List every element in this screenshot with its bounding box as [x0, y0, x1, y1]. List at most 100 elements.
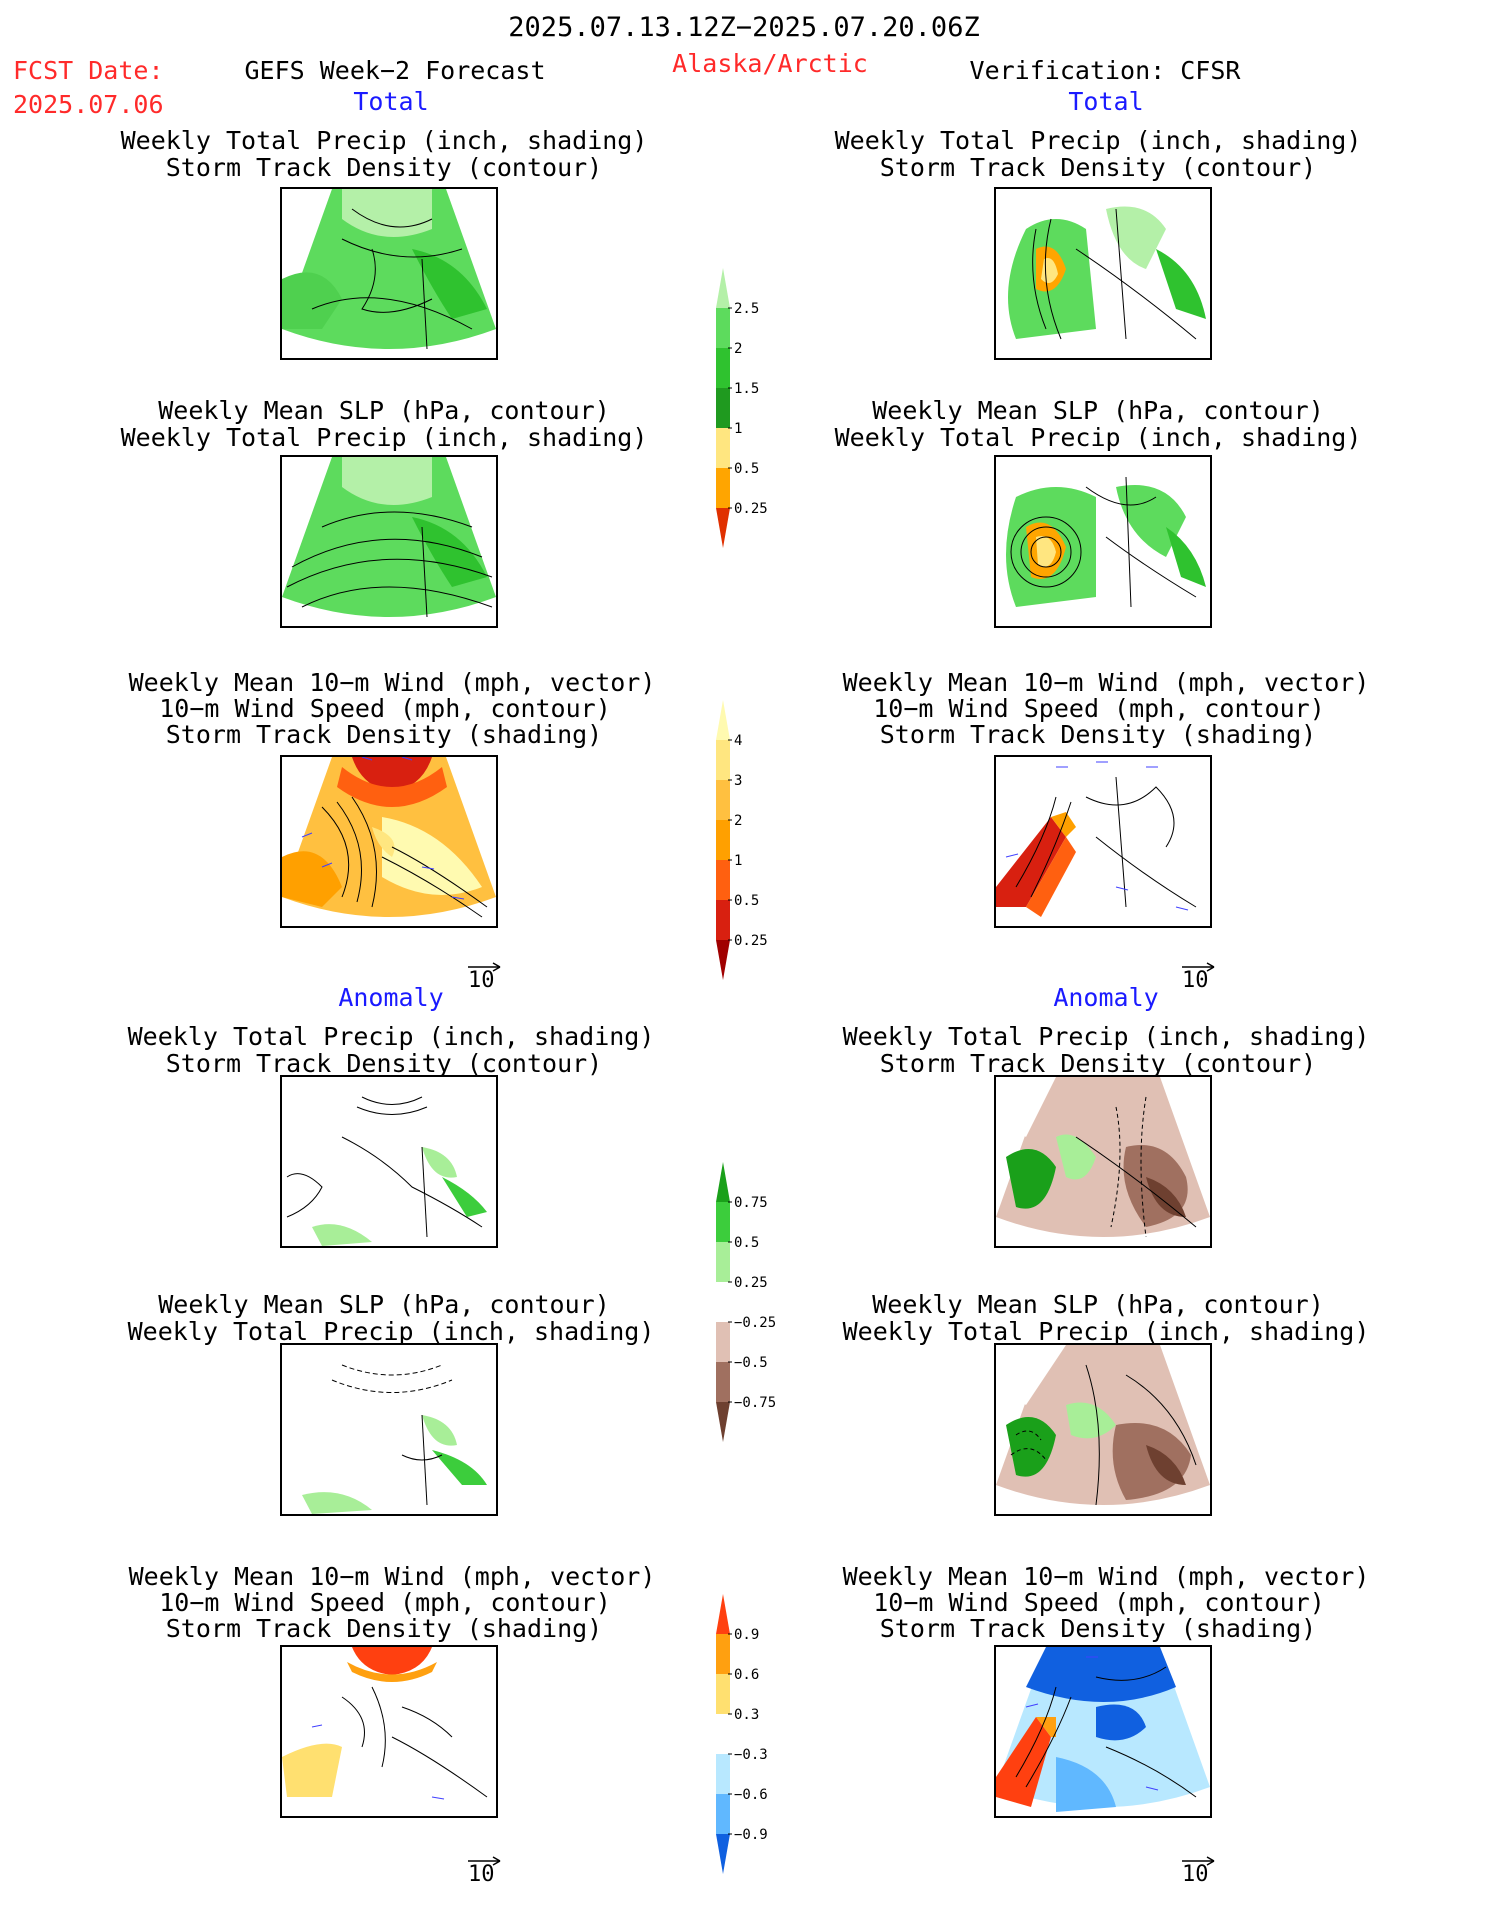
fcst-date-value: 2025.07.06 — [13, 90, 164, 119]
title-r4-right-2: Storm Track Density (contour) — [879, 1049, 1317, 1078]
title-r6-left-1: Weekly Mean 10−m Wind (mph, vector) — [128, 1562, 656, 1591]
title-r3-right-3: Storm Track Density (shading) — [879, 720, 1317, 749]
colorbar-swatch — [716, 1402, 730, 1442]
colorbar-swatch — [716, 940, 730, 980]
map-r3-left-wind-track — [280, 755, 498, 928]
title-r1-right-2: Storm Track Density (contour) — [879, 153, 1317, 182]
colorbar-swatch — [716, 308, 730, 348]
colorbar-swatch — [716, 268, 730, 308]
colorbar-label: 3 — [734, 773, 742, 789]
colorbar-svg: 0.75 0.5 0.25 −0.25 −0.5 −0.75 — [716, 1162, 776, 1442]
colorbar-label: 0.75 — [734, 1195, 768, 1211]
section-anomaly-left: Anomaly — [338, 983, 444, 1012]
colorbar-swatch — [716, 700, 730, 740]
colorbar-track-total: 4 3 2 1 0.5 0.25 — [716, 700, 796, 980]
colorbar-label: 1 — [734, 421, 742, 437]
verification-title: Verification: CFSR — [969, 56, 1241, 85]
colorbar-swatch — [716, 860, 730, 900]
map-r1-left-total-precip — [280, 187, 498, 360]
title-r2-right-2: Weekly Total Precip (inch, shading) — [834, 423, 1362, 452]
title-r6-right-1: Weekly Mean 10−m Wind (mph, vector) — [842, 1562, 1370, 1591]
colorbar-swatch — [716, 1714, 730, 1754]
map-r4-left-anom-precip — [280, 1075, 498, 1248]
map-r5-right-anom-slp — [994, 1343, 1212, 1516]
map-r4-right-anom-precip — [994, 1075, 1212, 1248]
title-r5-left-1: Weekly Mean SLP (hPa, contour) — [158, 1290, 610, 1319]
title-r5-left-2: Weekly Total Precip (inch, shading) — [127, 1317, 655, 1346]
map-r2-left-slp-precip — [280, 455, 498, 628]
colorbar-swatch — [716, 1794, 730, 1834]
title-r1-right-1: Weekly Total Precip (inch, shading) — [834, 126, 1362, 155]
map-r6-right-anom-wind — [994, 1645, 1212, 1818]
vector-ref-label: 10 — [1182, 968, 1209, 993]
colorbar-label: 0.6 — [734, 1667, 759, 1683]
colorbar-swatch — [716, 740, 730, 780]
colorbar-swatch — [716, 780, 730, 820]
map-r3-right-wind-track — [994, 755, 1212, 928]
colorbar-swatch — [716, 388, 730, 428]
colorbar-label: 2.5 — [734, 301, 759, 317]
title-r1-left-1: Weekly Total Precip (inch, shading) — [120, 126, 648, 155]
title-r3-left-2: 10−m Wind Speed (mph, contour) — [159, 694, 611, 723]
colorbar-swatch — [716, 1362, 730, 1402]
colorbar-label: 1 — [734, 853, 742, 869]
colorbar-label: 0.25 — [734, 933, 768, 949]
colorbar-swatch — [716, 1834, 730, 1874]
vector-ref-r3-left: 10 — [466, 958, 506, 993]
colorbar-label: 0.5 — [734, 461, 759, 477]
colorbar-swatch — [716, 468, 730, 508]
section-total-left: Total — [353, 87, 429, 116]
colorbar-label: 2 — [734, 813, 742, 829]
title-r3-right-1: Weekly Mean 10−m Wind (mph, vector) — [842, 668, 1370, 697]
colorbar-swatch — [716, 1754, 730, 1794]
map-r6-left-anom-wind — [280, 1645, 498, 1818]
colorbar-swatch — [716, 1634, 730, 1674]
section-anomaly-right: Anomaly — [1053, 983, 1159, 1012]
colorbar-swatch — [716, 508, 730, 548]
colorbar-label: −0.9 — [734, 1827, 768, 1843]
model-title: GEFS Week−2 Forecast — [244, 56, 546, 85]
colorbar-precip-anom: 0.75 0.5 0.25 −0.25 −0.5 −0.75 — [716, 1162, 796, 1442]
title-r6-left-3: Storm Track Density (shading) — [165, 1614, 603, 1643]
colorbar-svg: 4 3 2 1 0.5 0.25 — [716, 700, 768, 980]
colorbar-swatch — [716, 1674, 730, 1714]
title-r6-right-3: Storm Track Density (shading) — [879, 1614, 1317, 1643]
title-r6-left-2: 10−m Wind Speed (mph, contour) — [159, 1588, 611, 1617]
title-r3-left-3: Storm Track Density (shading) — [165, 720, 603, 749]
title-r4-left-2: Storm Track Density (contour) — [165, 1049, 603, 1078]
vector-ref-label: 10 — [468, 968, 495, 993]
colorbar-label: 1.5 — [734, 381, 759, 397]
colorbar-label: 0.3 — [734, 1707, 759, 1723]
colorbar-swatch — [716, 820, 730, 860]
period-title: 2025.07.13.12Z−2025.07.20.06Z — [508, 12, 980, 43]
vector-ref-r6-left: 10 — [466, 1852, 506, 1887]
map-r5-left-anom-slp — [280, 1343, 498, 1516]
vector-ref-label: 10 — [468, 1862, 495, 1887]
colorbar-precip-total: 2.5 2 1.5 1 0.5 0.25 — [716, 268, 796, 548]
colorbar-label: 4 — [734, 733, 742, 749]
colorbar-svg: 2.5 2 1.5 1 0.5 0.25 — [716, 268, 768, 548]
colorbar-label: 0.5 — [734, 893, 759, 909]
colorbar-label: −0.6 — [734, 1787, 768, 1803]
title-r5-right-1: Weekly Mean SLP (hPa, contour) — [872, 1290, 1324, 1319]
colorbar-label: 0.25 — [734, 1275, 768, 1291]
colorbar-label: 0.5 — [734, 1235, 759, 1251]
colorbar-label: 2 — [734, 341, 742, 357]
section-total-right: Total — [1068, 87, 1144, 116]
colorbar-swatch — [716, 1594, 730, 1634]
colorbar-swatch — [716, 900, 730, 940]
vector-ref-label: 10 — [1182, 1862, 1209, 1887]
colorbar-track-anom: 0.9 0.6 0.3 −0.3 −0.6 −0.9 — [716, 1594, 796, 1874]
map-r1-right-total-precip — [994, 187, 1212, 360]
colorbar-swatch — [716, 1202, 730, 1242]
colorbar-swatch — [716, 348, 730, 388]
title-r6-right-2: 10−m Wind Speed (mph, contour) — [873, 1588, 1325, 1617]
colorbar-swatch — [716, 1322, 730, 1362]
colorbar-label: −0.25 — [734, 1315, 776, 1331]
colorbar-swatch — [716, 428, 730, 468]
colorbar-label: −0.3 — [734, 1747, 768, 1763]
colorbar-label: −0.75 — [734, 1395, 776, 1411]
colorbar-label: 0.9 — [734, 1627, 759, 1643]
vector-ref-r6-right: 10 — [1180, 1852, 1220, 1887]
vector-ref-r3-right: 10 — [1180, 958, 1220, 993]
